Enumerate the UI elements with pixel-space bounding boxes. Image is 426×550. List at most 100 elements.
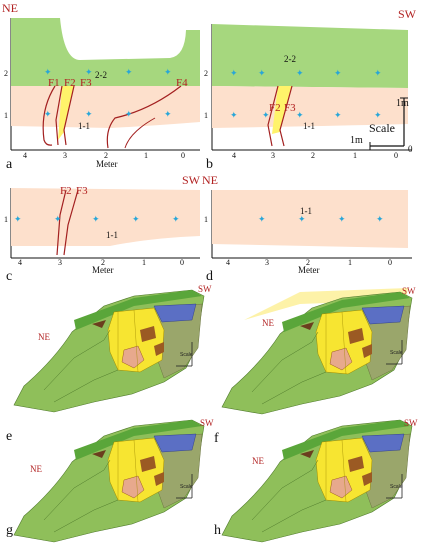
survey-point: ✦ (164, 109, 172, 119)
model-3d-body (13, 419, 205, 543)
x-tick-0: 0 (181, 151, 185, 160)
model-3d-body (13, 289, 205, 413)
survey-point: ✦ (230, 110, 238, 120)
survey-point: ✦ (125, 109, 133, 119)
scale-bar: Scale (386, 340, 403, 365)
x-tick-4: 4 (232, 151, 236, 160)
x-tick-3: 3 (63, 151, 67, 160)
fault-label-f4: F4 (176, 77, 188, 89)
model-3d-body (221, 291, 413, 415)
survey-point: ✦ (296, 110, 304, 120)
green-layer-2-2 (212, 24, 408, 88)
direction-label-sw: SW (398, 7, 417, 21)
scale-word: Scale (180, 484, 193, 490)
row-label-1: 1 (4, 215, 8, 224)
survey-point: ✦ (172, 214, 180, 224)
direction-label-sw: SW (404, 418, 418, 428)
fault-label-f2: F2 (269, 102, 281, 114)
model-3d-body (221, 419, 413, 543)
axis-label-meter: Meter (96, 159, 118, 169)
scale-word: Scale (390, 484, 403, 490)
survey-point: ✦ (164, 67, 172, 77)
panel-d: NE 1-1 1 ✦ ✦ ✦ ✦ 4 3 2 1 0 Meter d (202, 173, 412, 284)
fault-f4-branch (124, 117, 156, 149)
fault-label-f3: F3 (284, 102, 296, 114)
survey-point: ✦ (125, 67, 133, 77)
direction-label-sw: SW (200, 418, 214, 428)
panel-c: SW F2 F3 1-1 1 ✦ ✦ ✦ ✦ ✦ 4 3 2 1 0 Meter… (4, 173, 201, 284)
axis-label-meter: Meter (298, 265, 320, 275)
fault-f4-line (106, 85, 182, 149)
x-tick-0: 0 (180, 258, 184, 267)
panel-g: NE SW Scale g (6, 418, 214, 543)
row-label-1: 1 (204, 215, 208, 224)
survey-point: ✦ (376, 214, 384, 224)
layer-label-2-2: 2-2 (95, 70, 107, 80)
x-tick-2: 2 (101, 258, 105, 267)
direction-label-ne: NE (202, 173, 218, 187)
panel-b: SW F2 F3 2-2 1-1 2 1 ✦ ✦ ✦ ✦ ✦ ✦ ✦ ✦ ✦ ✦ (204, 7, 417, 172)
survey-point: ✦ (338, 214, 346, 224)
scale-bar: Scale (176, 342, 193, 367)
direction-label-ne: NE (38, 332, 50, 342)
panel-letter-b: b (206, 157, 213, 172)
survey-point: ✦ (14, 214, 22, 224)
survey-points: ✦ ✦ ✦ ✦ ✦ ✦ ✦ ✦ (44, 67, 172, 119)
x-tick-2: 2 (306, 258, 310, 267)
x-tick-3: 3 (58, 258, 62, 267)
x-tick-1: 1 (144, 151, 148, 160)
direction-label-ne: NE (252, 456, 264, 466)
direction-label-ne: NE (262, 318, 274, 328)
panel-e: NE SW Scale e (6, 284, 212, 444)
row-label-1: 1 (4, 111, 8, 120)
survey-point: ✦ (374, 68, 382, 78)
x-tick-1: 1 (142, 258, 146, 267)
fault-f2-line (267, 85, 279, 147)
x-tick-2: 2 (311, 151, 315, 160)
direction-label-ne: NE (2, 1, 18, 15)
survey-point: ✦ (44, 109, 52, 119)
layer-label-1-1: 1-1 (78, 121, 90, 131)
survey-point: ✦ (258, 68, 266, 78)
survey-points: ✦ ✦ ✦ ✦ ✦ ✦ ✦ ✦ ✦ ✦ (230, 68, 382, 120)
survey-point: ✦ (44, 67, 52, 77)
survey-point: ✦ (230, 68, 238, 78)
scale-horizontal-label: 1m (350, 135, 363, 146)
x-tick-0: 0 (388, 258, 392, 267)
x-tick-4: 4 (18, 258, 22, 267)
panel-letter-c: c (6, 269, 12, 284)
x-tick-3: 3 (271, 151, 275, 160)
direction-label-sw: SW (182, 173, 201, 187)
survey-point: ✦ (298, 214, 306, 224)
fault-zone-fill (272, 86, 292, 134)
green-layer-2-2 (11, 18, 200, 86)
fault-f2-line (56, 189, 67, 256)
fault-f2-line (55, 85, 63, 146)
layer-label-2-2: 2-2 (284, 54, 296, 64)
survey-point: ✦ (374, 110, 382, 120)
panel-letter-e: e (6, 429, 12, 444)
x-tick-2: 2 (104, 151, 108, 160)
pink-layer-1-1 (11, 86, 200, 128)
layer-label-1-1: 1-1 (300, 206, 312, 216)
layer-label-1-1: 1-1 (106, 230, 118, 240)
direction-label-ne: NE (30, 464, 42, 474)
row-label-2: 2 (204, 69, 208, 78)
panel-letter-f: f (214, 431, 219, 446)
fault-label-f3: F3 (80, 77, 92, 89)
survey-point: ✦ (54, 214, 62, 224)
survey-point: ✦ (92, 214, 100, 224)
scale-bar: Scale (176, 474, 193, 499)
x-tick-3: 3 (265, 258, 269, 267)
fault-label-f2: F2 (64, 77, 76, 89)
x-tick-1: 1 (348, 258, 352, 267)
scale-word: Scale (180, 352, 193, 358)
survey-point: ✦ (296, 68, 304, 78)
fault-f3-line (279, 85, 293, 147)
survey-point: ✦ (85, 109, 93, 119)
scale-bar: Scale (386, 474, 403, 499)
fault-f1-line (42, 85, 56, 146)
survey-point: ✦ (85, 67, 93, 77)
fault-label-f2: F2 (60, 185, 72, 197)
